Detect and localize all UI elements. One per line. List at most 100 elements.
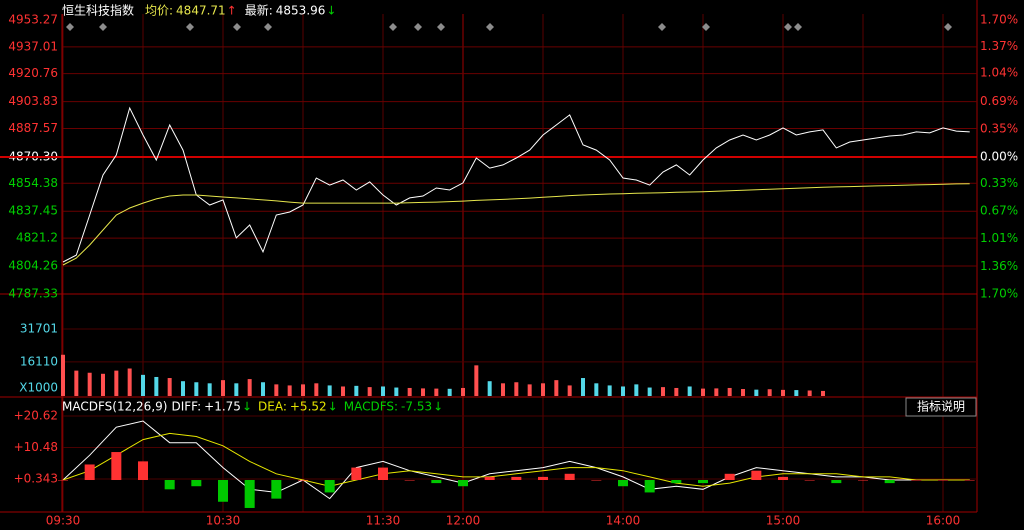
legend-label: DEA: bbox=[258, 400, 287, 414]
macd-bar bbox=[431, 480, 442, 484]
y-tick-label: 4837.45 bbox=[8, 204, 58, 218]
macd-bar bbox=[698, 480, 708, 484]
macd-bar bbox=[218, 480, 228, 502]
volume-bar bbox=[287, 385, 292, 396]
volume-bar bbox=[541, 383, 545, 396]
macd-bar bbox=[671, 480, 682, 484]
volume-bar bbox=[167, 378, 172, 396]
macd-bar bbox=[858, 480, 868, 481]
y-tick-label: 4937.01 bbox=[8, 39, 58, 53]
macd-bar bbox=[111, 452, 122, 481]
indicator-button[interactable]: 指标说明 bbox=[905, 397, 977, 417]
volume-bar bbox=[301, 384, 305, 396]
volume-bar bbox=[607, 385, 612, 396]
volume-bar bbox=[794, 390, 799, 396]
volume-bar bbox=[421, 388, 425, 396]
legend-label: DIFF: bbox=[171, 400, 201, 414]
macd-bar bbox=[244, 480, 255, 508]
y2-tick-label: 0.67% bbox=[980, 203, 1018, 217]
event-marker bbox=[99, 23, 107, 31]
macd-bar bbox=[618, 480, 628, 487]
price-line bbox=[62, 183, 970, 266]
x-tick-label: 15:00 bbox=[766, 514, 801, 528]
macd-bar bbox=[538, 476, 548, 481]
legend-arrow: ↓ bbox=[328, 400, 338, 414]
macd-bar bbox=[751, 470, 762, 481]
volume-bar bbox=[567, 385, 572, 396]
volume-bar bbox=[394, 387, 399, 396]
macd-bar bbox=[271, 480, 282, 499]
header-label: 最新: bbox=[245, 3, 273, 18]
volume-bar bbox=[621, 386, 625, 396]
volume-bar bbox=[741, 389, 745, 396]
unit-label: X1000 bbox=[19, 381, 58, 395]
volume-bar bbox=[727, 387, 732, 396]
volume-bar bbox=[234, 383, 239, 396]
y-tick-label: 4804.26 bbox=[8, 259, 58, 273]
volume-bar bbox=[594, 383, 599, 396]
macd-bar bbox=[351, 467, 362, 481]
volume-bar bbox=[127, 368, 132, 396]
y2-tick-label: 1.70% bbox=[980, 287, 1018, 301]
volume-bar bbox=[434, 388, 439, 396]
macd-bar bbox=[778, 476, 788, 481]
y-tick-label: 4920.76 bbox=[8, 66, 58, 80]
event-marker bbox=[233, 23, 241, 31]
macd-bar bbox=[58, 480, 68, 481]
y-tick-label: 31701 bbox=[20, 321, 58, 335]
event-marker bbox=[658, 23, 666, 31]
volume-bar bbox=[781, 389, 785, 396]
legend-arrow: ↓ bbox=[242, 400, 252, 414]
macd-bar bbox=[484, 476, 495, 481]
macd-bar bbox=[911, 480, 922, 481]
volume-bar bbox=[487, 381, 492, 396]
header-label: 均价: bbox=[145, 4, 173, 18]
header-value: 4847.71 bbox=[176, 4, 226, 18]
macd-bar bbox=[511, 476, 522, 481]
macd-bar bbox=[378, 467, 388, 481]
volume-bar bbox=[261, 382, 265, 396]
y-tick-label: 4887.57 bbox=[8, 121, 58, 135]
event-marker bbox=[702, 23, 710, 31]
macd-bar bbox=[404, 480, 415, 481]
volume-bar bbox=[687, 386, 692, 396]
volume-bar bbox=[821, 390, 825, 396]
macd-bar bbox=[591, 480, 602, 481]
button-label: 指标说明 bbox=[917, 399, 965, 414]
macd-bar bbox=[964, 480, 975, 481]
y-tick-label: 4953.27 bbox=[8, 13, 58, 27]
y2-tick-label: 1.37% bbox=[980, 39, 1018, 53]
macd-bar bbox=[191, 480, 202, 487]
x-tick-label: 09:30 bbox=[46, 514, 81, 528]
volume-bar bbox=[274, 384, 279, 396]
volume-bar bbox=[61, 354, 65, 396]
event-marker bbox=[414, 23, 422, 31]
y2-tick-label: 1.01% bbox=[980, 231, 1018, 245]
volume-bar bbox=[754, 389, 759, 396]
chart-title: 恒生科技指数 bbox=[62, 3, 134, 18]
header-arrow: ↓ bbox=[326, 4, 336, 18]
button-frame bbox=[905, 397, 977, 417]
macd-bar bbox=[298, 480, 308, 481]
legend-label: MACDFS: bbox=[344, 400, 398, 414]
volume-bar bbox=[701, 388, 705, 396]
macd-title: MACDFS(12,26,9) bbox=[62, 400, 167, 414]
event-marker bbox=[944, 23, 952, 31]
x-tick-label: 16:00 bbox=[926, 514, 961, 528]
x-tick-label: 14:00 bbox=[606, 514, 641, 528]
y2-tick-label: 0.69% bbox=[980, 94, 1018, 108]
volume-bar bbox=[207, 383, 212, 396]
volume-bar bbox=[634, 384, 639, 396]
volume-bar bbox=[807, 390, 812, 396]
volume-bar bbox=[247, 379, 252, 396]
volume-bar bbox=[514, 382, 519, 396]
volume-bar bbox=[554, 380, 559, 396]
y2-tick-label: 1.04% bbox=[980, 66, 1018, 80]
volume-bar bbox=[354, 385, 359, 396]
volume-bar bbox=[647, 387, 652, 396]
y-tick-label: +20.62 bbox=[14, 408, 58, 422]
macd-bar bbox=[884, 480, 895, 484]
macd-bar bbox=[644, 480, 655, 493]
volume-bar bbox=[501, 383, 505, 396]
y2-tick-label: 1.70% bbox=[980, 13, 1018, 27]
